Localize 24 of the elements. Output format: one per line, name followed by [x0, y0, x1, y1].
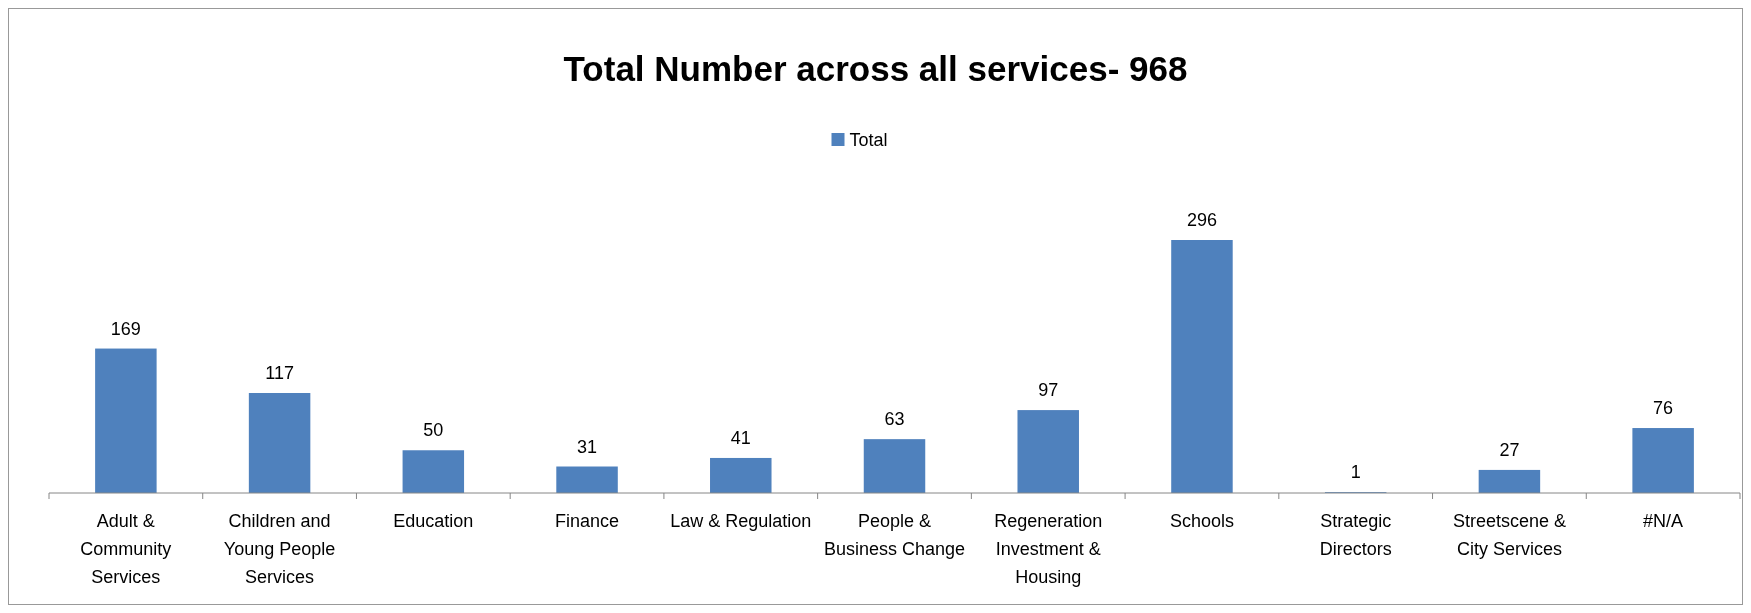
legend-label: Total	[849, 130, 888, 150]
data-label: 50	[423, 420, 444, 441]
data-label: 31	[577, 436, 598, 457]
chart-title: Total Number across all services- 968	[563, 49, 1188, 88]
data-label: 27	[1499, 439, 1520, 460]
x-tick-label: Children and Young People Services	[223, 511, 336, 587]
x-tick-label: Law & Regulation	[670, 511, 812, 531]
x-tick-label: Education	[393, 511, 474, 531]
data-label: 63	[884, 409, 905, 430]
data-label: 296	[1186, 210, 1217, 230]
x-tick-label: Streetscene & City Services	[1452, 511, 1566, 559]
x-tick-label: Adult & Community Services	[80, 511, 172, 587]
data-label: 97	[1038, 380, 1059, 401]
data-label: 1	[1350, 462, 1361, 483]
x-tick-label: Finance	[555, 511, 620, 531]
x-tick-label: Regeneration Investment & Housing	[994, 511, 1103, 587]
x-tick-label: People & Business Change	[823, 511, 966, 559]
data-label: 76	[1653, 398, 1674, 419]
x-tick-label: Schools	[1169, 511, 1234, 531]
data-label: 41	[730, 427, 751, 448]
data-label: 117	[265, 363, 294, 383]
x-tick-label: #N/A	[1643, 511, 1684, 531]
x-tick-label: Strategic Directors	[1319, 511, 1392, 559]
data-label: 169	[110, 318, 141, 339]
